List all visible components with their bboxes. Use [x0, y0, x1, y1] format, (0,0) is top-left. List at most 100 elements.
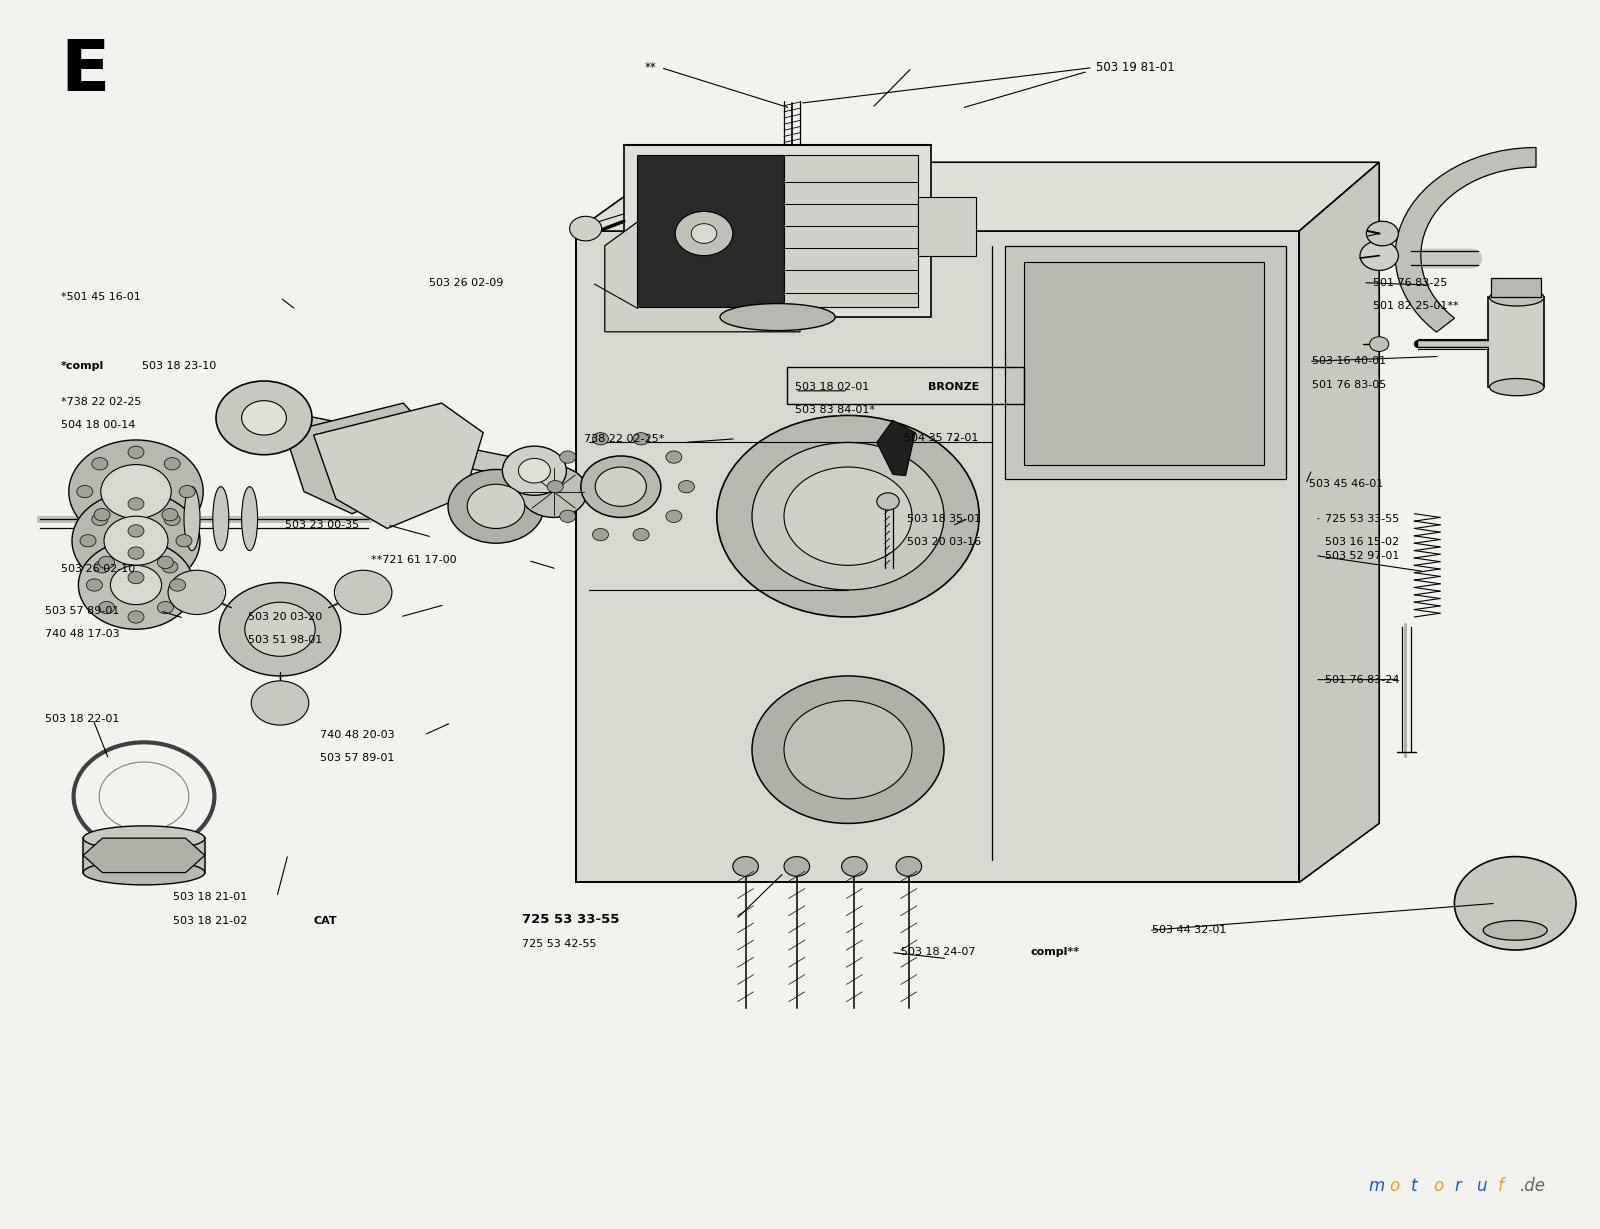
Ellipse shape [1490, 379, 1544, 396]
Text: m: m [1368, 1176, 1384, 1195]
Circle shape [128, 525, 144, 537]
Text: 501 82 25-01**: 501 82 25-01** [1373, 301, 1459, 311]
Text: r: r [1454, 1176, 1461, 1195]
Ellipse shape [720, 304, 835, 331]
Text: 501 76 83-05: 501 76 83-05 [1312, 380, 1386, 390]
Ellipse shape [520, 466, 587, 517]
Circle shape [717, 415, 979, 617]
Circle shape [86, 579, 102, 591]
Circle shape [560, 451, 576, 463]
Circle shape [157, 557, 173, 569]
Polygon shape [576, 162, 1379, 231]
Polygon shape [1488, 297, 1544, 387]
Circle shape [179, 485, 195, 498]
Text: 503 23 00-35: 503 23 00-35 [285, 520, 358, 530]
Polygon shape [877, 420, 915, 476]
Ellipse shape [1490, 289, 1544, 306]
Text: 725 53 33-55: 725 53 33-55 [522, 913, 619, 925]
Circle shape [104, 516, 168, 565]
Circle shape [570, 216, 602, 241]
Circle shape [502, 446, 566, 495]
Circle shape [784, 701, 912, 799]
Circle shape [162, 509, 178, 521]
Text: 725 53 42-55: 725 53 42-55 [522, 939, 597, 949]
Circle shape [110, 565, 162, 605]
Text: 503 45 46-01: 503 45 46-01 [1309, 479, 1382, 489]
Circle shape [675, 211, 733, 256]
Circle shape [91, 514, 107, 526]
Text: 503 83 84-01*: 503 83 84-01* [795, 406, 875, 415]
Circle shape [128, 547, 144, 559]
Text: 503 18 23-10: 503 18 23-10 [142, 361, 216, 371]
Text: CAT: CAT [314, 916, 338, 925]
Text: 503 57 89-01: 503 57 89-01 [45, 606, 118, 616]
Circle shape [896, 857, 922, 876]
Text: o: o [1389, 1176, 1400, 1195]
Text: .de: .de [1520, 1176, 1546, 1195]
Text: 503 26 02-10: 503 26 02-10 [61, 564, 134, 574]
Bar [787, 367, 1024, 404]
Circle shape [128, 611, 144, 623]
Circle shape [752, 676, 944, 823]
Circle shape [634, 528, 650, 541]
Circle shape [165, 457, 181, 469]
Circle shape [99, 601, 115, 613]
Circle shape [157, 601, 173, 613]
Circle shape [678, 481, 694, 493]
Text: 503 52 97-01: 503 52 97-01 [1325, 551, 1398, 560]
Polygon shape [784, 155, 918, 307]
Text: u: u [1475, 1176, 1486, 1195]
Text: 504 18 00-14: 504 18 00-14 [61, 420, 134, 430]
Bar [1005, 246, 1286, 479]
Circle shape [170, 579, 186, 591]
Circle shape [752, 442, 944, 590]
Text: E: E [61, 37, 110, 106]
Circle shape [634, 433, 650, 445]
Polygon shape [605, 184, 800, 332]
Circle shape [168, 570, 226, 614]
Circle shape [78, 541, 194, 629]
Text: 503 18 35-01: 503 18 35-01 [907, 514, 981, 524]
Text: f: f [1498, 1176, 1504, 1195]
Circle shape [216, 381, 312, 455]
Circle shape [842, 857, 867, 876]
Circle shape [219, 583, 341, 676]
Text: t: t [1411, 1176, 1418, 1195]
Circle shape [733, 857, 758, 876]
Text: 503 44 32-01: 503 44 32-01 [1152, 925, 1226, 935]
Text: BRONZE: BRONZE [928, 382, 979, 392]
Circle shape [80, 535, 96, 547]
Text: *compl: *compl [61, 361, 104, 371]
Polygon shape [1491, 278, 1541, 297]
Text: *738 22 02-25: *738 22 02-25 [61, 397, 141, 407]
Polygon shape [83, 838, 205, 873]
Text: o: o [1434, 1176, 1443, 1195]
Polygon shape [285, 403, 429, 514]
Circle shape [91, 457, 107, 469]
Text: **: ** [645, 61, 656, 74]
Circle shape [101, 465, 171, 519]
Circle shape [165, 514, 181, 526]
Bar [1024, 262, 1264, 465]
Polygon shape [576, 231, 1299, 882]
Circle shape [666, 451, 682, 463]
Polygon shape [624, 145, 931, 317]
Text: 503 16 15-02: 503 16 15-02 [1325, 537, 1398, 547]
Circle shape [242, 401, 286, 435]
Text: 503 18 21-02: 503 18 21-02 [173, 916, 246, 925]
Text: 503 18 22-01: 503 18 22-01 [45, 714, 118, 724]
Circle shape [334, 570, 392, 614]
Circle shape [99, 557, 115, 569]
Text: 503 19 81-01: 503 19 81-01 [1096, 61, 1174, 74]
Ellipse shape [213, 487, 229, 551]
Circle shape [691, 224, 717, 243]
Text: 725 53 33-55: 725 53 33-55 [1325, 514, 1398, 524]
Circle shape [251, 681, 309, 725]
Text: 501 76 83-24: 501 76 83-24 [1325, 675, 1400, 685]
Text: 503 16 40-01: 503 16 40-01 [1312, 356, 1386, 366]
Ellipse shape [1483, 921, 1547, 940]
Ellipse shape [83, 860, 205, 885]
Circle shape [69, 440, 203, 543]
Circle shape [77, 485, 93, 498]
Text: 503 51 98-01: 503 51 98-01 [248, 635, 322, 645]
